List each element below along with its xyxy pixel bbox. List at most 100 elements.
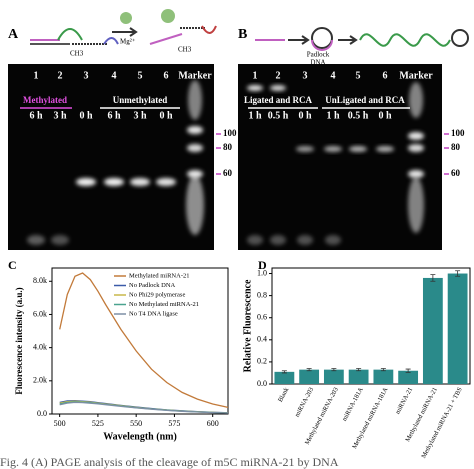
gel-band [408, 177, 424, 233]
time-label: 3 h [53, 110, 67, 121]
gel-band [324, 146, 342, 152]
x-axis-label: Wavelength (nm) [103, 431, 177, 442]
error-bar [380, 368, 386, 372]
error-bar [331, 368, 337, 372]
panel-label: C [8, 258, 17, 272]
gel-band [104, 178, 124, 186]
lane-label: 5 [138, 70, 143, 81]
gel-band [270, 85, 286, 91]
x-tick-label: 500 [54, 419, 66, 428]
time-label: 0 h [159, 110, 173, 121]
marker-label: 100 [451, 128, 465, 138]
lane-label: 2 [58, 70, 63, 81]
legend-label: No Methylated miRNA-21 [129, 301, 199, 308]
time-label: 6 h [107, 110, 121, 121]
schematic-label: DNA [310, 59, 325, 67]
gel-band [187, 144, 203, 152]
x-tick-label: Blank [277, 386, 291, 404]
y-tick-label: 0.0 [37, 409, 47, 418]
y-tick-label: 0.2 [257, 357, 267, 366]
error-bar [356, 368, 362, 372]
bar [447, 273, 468, 384]
error-bar [306, 368, 312, 372]
x-tick-label: 550 [130, 419, 142, 428]
panel-label: A [8, 27, 19, 42]
y-axis-label: Relative Fluorescence [242, 279, 253, 372]
lane-label: 6 [383, 70, 388, 81]
lane-label: 5 [356, 70, 361, 81]
lane-label: 6 [164, 70, 169, 81]
schematic-label: CH3 [178, 46, 192, 54]
time-label: 1 h [248, 110, 262, 121]
x-tick-label: 575 [168, 419, 180, 428]
time-label: 6 h [29, 110, 43, 121]
gel-band [76, 178, 96, 186]
error-bar [455, 270, 461, 277]
marker-label: 60 [451, 168, 461, 178]
y-tick-label: 0.8 [257, 290, 267, 299]
bar [348, 369, 369, 384]
lane-label: 4 [331, 70, 336, 81]
x-tick-label: miRNA-21 [394, 386, 414, 415]
legend-label: Methylated miRNA-21 [129, 272, 189, 279]
y-tick-label: 8.0k [33, 276, 47, 285]
bar [323, 369, 344, 384]
time-label: 3 h [133, 110, 147, 121]
gel-band [51, 235, 69, 245]
x-tick-label: 600 [207, 419, 219, 428]
y-axis-label: Fluorescence intensity (a.u.) [14, 287, 24, 394]
y-tick-label: 6.0k [33, 309, 47, 318]
plot-frame [271, 267, 471, 385]
schematic-b [255, 27, 469, 51]
gel-band [27, 235, 45, 245]
lane-label: 2 [276, 70, 281, 81]
legend-label: No Padlock DNA [129, 282, 176, 289]
y-tick-label: 4.0k [33, 342, 47, 351]
gel-band [297, 235, 313, 245]
schematic-label: Padlock [307, 51, 330, 59]
gel-band [130, 178, 150, 186]
gel-band [408, 132, 424, 140]
caption: Fig. 4 (A) PAGE analysis of the cleavage… [0, 455, 339, 469]
plot-frame [51, 267, 229, 415]
panel-label: D [258, 258, 267, 272]
schematic-label: CH3 [70, 50, 84, 58]
group-label: Ligated and RCA [244, 95, 313, 105]
x-tick-label: miRNA-203 [294, 386, 315, 418]
group-label: UnLigated and RCA [325, 95, 405, 105]
gel-band [247, 85, 263, 91]
line-series [59, 272, 229, 409]
y-tick-label: 2.0k [33, 376, 47, 385]
bar [274, 371, 295, 384]
marker-label: 80 [451, 142, 461, 152]
x-tick-label: 525 [92, 419, 104, 428]
x-tick-label: miRNA-181A [341, 386, 365, 422]
gel-band [349, 146, 367, 152]
time-label: 0.5 h [268, 110, 289, 121]
y-tick-label: 1.0 [257, 268, 267, 277]
group-label: Unmethylated [113, 95, 168, 105]
gel-band [409, 82, 423, 118]
gel-band [408, 144, 424, 152]
gel-band [188, 80, 202, 120]
lane-label: Marker [178, 70, 212, 81]
time-label: 0 h [298, 110, 312, 121]
error-bar [430, 274, 436, 282]
gel-band [187, 126, 203, 134]
lane-label: 3 [303, 70, 308, 81]
gel-band [270, 235, 286, 245]
marker-label: 80 [223, 142, 233, 152]
time-label: 0 h [79, 110, 93, 121]
error-bar [281, 370, 287, 374]
gel-band [187, 170, 203, 178]
lane-label: 1 [34, 70, 39, 81]
gel-band [296, 146, 314, 152]
time-label: 1 h [326, 110, 340, 121]
y-tick-label: 0.6 [257, 313, 267, 322]
bar [422, 277, 443, 384]
legend-label: No T4 DNA ligase [129, 310, 178, 317]
bar [398, 370, 419, 384]
error-bar [405, 368, 411, 373]
